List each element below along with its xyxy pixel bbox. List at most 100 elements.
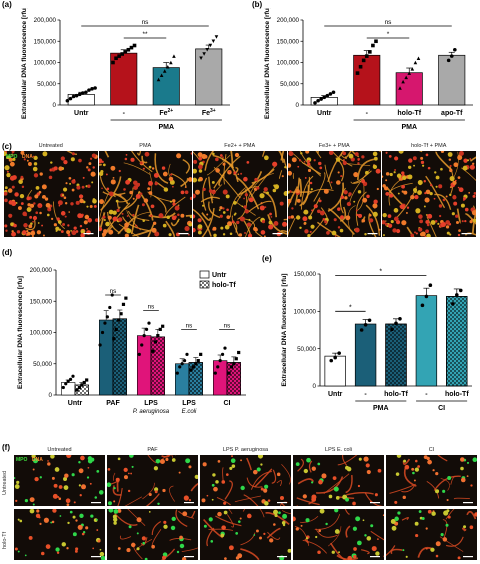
cell-nucleus xyxy=(187,177,192,182)
a-point xyxy=(93,86,97,90)
cell-nucleus xyxy=(56,551,60,555)
cell-nucleus xyxy=(130,472,133,475)
cell-nucleus xyxy=(11,151,15,154)
cell-nucleus xyxy=(287,170,292,176)
net-fiber xyxy=(425,175,446,209)
cell-nucleus xyxy=(197,230,202,235)
cell-nucleus xyxy=(469,158,472,160)
cell-nucleus xyxy=(287,151,293,157)
net-fiber xyxy=(344,509,350,515)
cell-nucleus xyxy=(66,547,69,550)
cell-nucleus xyxy=(424,235,427,237)
cell-nucleus xyxy=(66,503,70,506)
cell-nucleus xyxy=(29,215,33,219)
cell-nucleus xyxy=(32,468,35,471)
d-point xyxy=(180,362,184,366)
cell-nucleus xyxy=(348,153,353,159)
cell-nucleus xyxy=(422,164,425,167)
cell-nucleus xyxy=(52,509,57,513)
cell-nucleus xyxy=(208,189,213,193)
cell-nucleus xyxy=(225,473,229,476)
cell-nucleus xyxy=(458,187,464,193)
cell-nucleus xyxy=(452,180,457,185)
cell-nucleus xyxy=(220,226,224,230)
cell-nucleus xyxy=(193,159,198,164)
cell-nucleus xyxy=(134,224,137,227)
net-fiber xyxy=(406,226,415,237)
net-fiber xyxy=(193,151,200,160)
net-fiber xyxy=(238,170,263,196)
cell-nucleus xyxy=(405,555,408,558)
cell-nucleus xyxy=(112,176,114,179)
cell-nucleus xyxy=(254,177,258,182)
net-fiber xyxy=(439,536,464,552)
cell-nucleus xyxy=(272,161,278,167)
net-fiber xyxy=(296,497,320,506)
d-sig-label: ns xyxy=(224,322,231,329)
cell-nucleus xyxy=(256,186,260,190)
net-fiber xyxy=(116,187,133,203)
cell-nucleus xyxy=(266,191,269,195)
cell-nucleus xyxy=(430,547,435,552)
cell-nucleus xyxy=(449,233,452,236)
cell-nucleus xyxy=(176,550,180,554)
micro-c-image xyxy=(287,151,381,237)
cell-nucleus xyxy=(385,172,390,176)
cell-nucleus xyxy=(87,466,90,469)
net-fiber xyxy=(99,176,121,211)
cell-nucleus xyxy=(353,554,357,559)
scale-bar xyxy=(463,502,473,504)
micro-c-image xyxy=(98,151,192,237)
d-point xyxy=(158,327,162,331)
cell-nucleus xyxy=(157,502,160,506)
cell-nucleus xyxy=(124,233,129,237)
e-ytick-label: 0 xyxy=(313,383,317,390)
net-fiber xyxy=(145,493,160,506)
scale-bar xyxy=(91,556,101,558)
cell-nucleus xyxy=(78,484,81,487)
cell-nucleus xyxy=(32,220,34,223)
cell-nucleus xyxy=(316,209,321,214)
net-fiber xyxy=(181,547,198,553)
cell-nucleus xyxy=(306,159,310,163)
cell-nucleus xyxy=(85,185,88,188)
cell-nucleus xyxy=(376,187,379,191)
net-fiber xyxy=(167,163,171,178)
cell-nucleus xyxy=(14,484,20,489)
cell-nucleus xyxy=(92,547,95,550)
net-fiber xyxy=(351,232,353,237)
b-ytick-label: 150,000 xyxy=(277,38,300,45)
cell-nucleus xyxy=(335,496,340,500)
b-point xyxy=(319,97,323,101)
cell-nucleus xyxy=(125,153,127,156)
net-fiber xyxy=(281,510,291,515)
cell-nucleus xyxy=(305,518,310,523)
micro-f-image xyxy=(293,455,384,506)
e-point xyxy=(329,358,334,363)
cell-nucleus xyxy=(311,481,314,484)
cell-nucleus xyxy=(144,151,149,157)
cell-nucleus xyxy=(442,489,446,493)
a-point xyxy=(208,43,213,48)
cell-nucleus xyxy=(306,162,310,166)
cell-nucleus xyxy=(14,547,18,551)
cell-nucleus xyxy=(353,547,357,551)
net-fiber xyxy=(364,492,384,506)
d-point xyxy=(175,371,179,375)
cell-nucleus xyxy=(87,184,91,188)
cell-nucleus xyxy=(299,152,303,155)
cell-nucleus xyxy=(357,540,362,546)
cell-nucleus xyxy=(417,180,423,186)
net-fiber xyxy=(124,496,142,506)
micro-c-image xyxy=(382,151,476,237)
cell-nucleus xyxy=(142,541,146,545)
d-point xyxy=(117,318,121,322)
d-point xyxy=(140,343,144,347)
cell-nucleus xyxy=(466,159,470,162)
b-point xyxy=(358,64,363,69)
cell-nucleus xyxy=(384,222,388,226)
cell-nucleus xyxy=(451,212,455,216)
cell-nucleus xyxy=(259,193,265,199)
scale-bar xyxy=(370,502,380,504)
cell-nucleus xyxy=(68,211,71,213)
